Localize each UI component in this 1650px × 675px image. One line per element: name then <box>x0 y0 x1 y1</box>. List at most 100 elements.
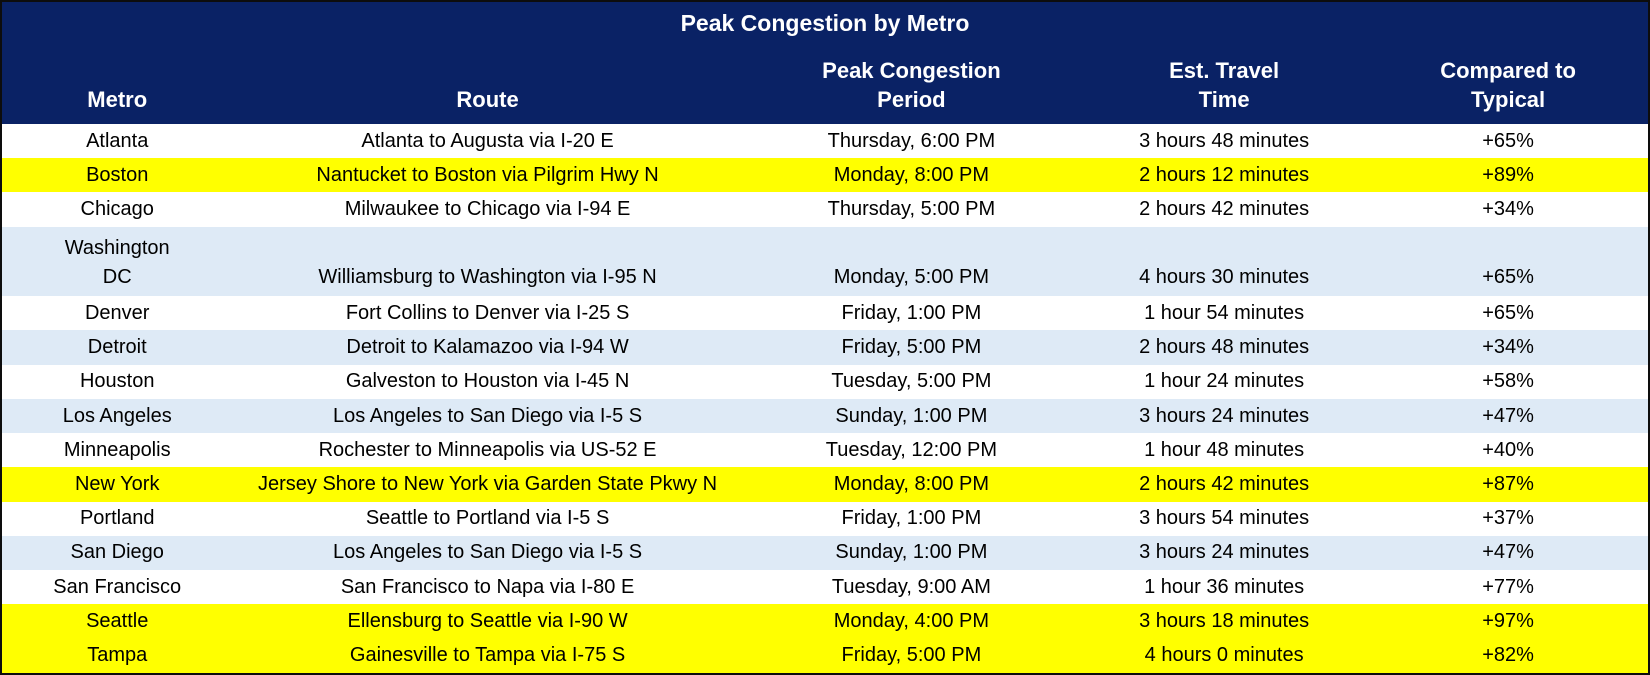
cell-route: Seattle to Portland via I-5 S <box>232 501 743 536</box>
table-row: Denver Fort Collins to Denver via I-25 S… <box>2 296 1648 331</box>
cell-route: Detroit to Kalamazoo via I-94 W <box>232 330 743 365</box>
cell-route: Fort Collins to Denver via I-25 S <box>232 296 743 331</box>
table-row: Seattle Ellensburg to Seattle via I-90 W… <box>2 604 1648 639</box>
cell-route: Atlanta to Augusta via I-20 E <box>232 124 743 159</box>
table-header: Peak Congestion by Metro Metro Route Pea… <box>2 2 1648 124</box>
cell-est-travel-time: 1 hour 54 minutes <box>1080 296 1369 331</box>
cell-compared-to-typical: +34% <box>1368 330 1648 365</box>
title-row: Peak Congestion by Metro <box>2 2 1648 46</box>
table-title: Peak Congestion by Metro <box>2 2 1648 46</box>
table-row: Minneapolis Rochester to Minneapolis via… <box>2 433 1648 468</box>
cell-peak-congestion-period: Friday, 5:00 PM <box>742 330 1081 365</box>
column-header-row: Metro Route Peak Congestion Period Est. … <box>2 46 1648 124</box>
column-header-est-travel-time: Est. Travel Time <box>1080 46 1369 124</box>
cell-est-travel-time: 2 hours 48 minutes <box>1080 330 1369 365</box>
table-row: Portland Seattle to Portland via I-5 S F… <box>2 501 1648 536</box>
table-row: Detroit Detroit to Kalamazoo via I-94 W … <box>2 330 1648 365</box>
cell-route: Ellensburg to Seattle via I-90 W <box>232 604 743 639</box>
column-header-compared-to-typical: Compared to Typical <box>1368 46 1648 124</box>
column-header-metro: Metro <box>2 46 233 124</box>
cell-compared-to-typical: +34% <box>1368 192 1648 227</box>
cell-route: Williamsburg to Washington via I-95 N <box>232 226 743 297</box>
cell-est-travel-time: 2 hours 12 minutes <box>1080 158 1369 193</box>
cell-est-travel-time: 3 hours 18 minutes <box>1080 604 1369 639</box>
cell-peak-congestion-period: Tuesday, 5:00 PM <box>742 364 1081 399</box>
cell-est-travel-time: 1 hour 36 minutes <box>1080 570 1369 605</box>
cell-compared-to-typical: +77% <box>1368 570 1648 605</box>
cell-route: Los Angeles to San Diego via I-5 S <box>232 398 743 434</box>
cell-compared-to-typical: +97% <box>1368 604 1648 639</box>
cell-compared-to-typical: +82% <box>1368 638 1648 673</box>
table-row: New York Jersey Shore to New York via Ga… <box>2 467 1648 502</box>
table-row: Los Angeles Los Angeles to San Diego via… <box>2 398 1648 434</box>
cell-est-travel-time: 3 hours 48 minutes <box>1080 124 1369 159</box>
cell-metro: Atlanta <box>2 124 233 159</box>
cell-compared-to-typical: +47% <box>1368 535 1648 571</box>
cell-est-travel-time: 2 hours 42 minutes <box>1080 192 1369 227</box>
cell-peak-congestion-period: Thursday, 6:00 PM <box>742 124 1081 159</box>
cell-metro: Boston <box>2 158 233 193</box>
cell-metro: New York <box>2 467 233 502</box>
cell-route: Rochester to Minneapolis via US-52 E <box>232 433 743 468</box>
cell-peak-congestion-period: Monday, 8:00 PM <box>742 158 1081 193</box>
cell-metro: Washington DC <box>2 226 233 297</box>
cell-metro: San Francisco <box>2 570 233 605</box>
cell-route: Los Angeles to San Diego via I-5 S <box>232 535 743 571</box>
cell-metro: Denver <box>2 296 233 331</box>
cell-route: Nantucket to Boston via Pilgrim Hwy N <box>232 158 743 193</box>
cell-peak-congestion-period: Sunday, 1:00 PM <box>742 535 1081 571</box>
cell-route: Gainesville to Tampa via I-75 S <box>232 638 743 673</box>
cell-peak-congestion-period: Friday, 1:00 PM <box>742 501 1081 536</box>
cell-peak-congestion-period: Friday, 5:00 PM <box>742 638 1081 673</box>
cell-route: Milwaukee to Chicago via I-94 E <box>232 192 743 227</box>
cell-metro: Houston <box>2 364 233 399</box>
cell-metro: Tampa <box>2 638 233 673</box>
cell-metro: Minneapolis <box>2 433 233 468</box>
cell-peak-congestion-period: Thursday, 5:00 PM <box>742 192 1081 227</box>
cell-est-travel-time: 3 hours 24 minutes <box>1080 535 1369 571</box>
cell-compared-to-typical: +87% <box>1368 467 1648 502</box>
cell-peak-congestion-period: Monday, 5:00 PM <box>742 226 1081 297</box>
cell-est-travel-time: 4 hours 0 minutes <box>1080 638 1369 673</box>
cell-peak-congestion-period: Monday, 8:00 PM <box>742 467 1081 502</box>
cell-compared-to-typical: +47% <box>1368 398 1648 434</box>
cell-peak-congestion-period: Sunday, 1:00 PM <box>742 398 1081 434</box>
table-body: Atlanta Atlanta to Augusta via I-20 E Th… <box>2 124 1648 673</box>
table-row: Houston Galveston to Houston via I-45 N … <box>2 364 1648 399</box>
table-row: Chicago Milwaukee to Chicago via I-94 E … <box>2 192 1648 227</box>
cell-metro: Detroit <box>2 330 233 365</box>
cell-route: Jersey Shore to New York via Garden Stat… <box>232 467 743 502</box>
cell-metro: Seattle <box>2 604 233 639</box>
cell-peak-congestion-period: Tuesday, 9:00 AM <box>742 570 1081 605</box>
cell-compared-to-typical: +65% <box>1368 296 1648 331</box>
cell-metro: Portland <box>2 501 233 536</box>
table-row: San Diego Los Angeles to San Diego via I… <box>2 535 1648 571</box>
cell-est-travel-time: 4 hours 30 minutes <box>1080 226 1369 297</box>
cell-peak-congestion-period: Friday, 1:00 PM <box>742 296 1081 331</box>
cell-est-travel-time: 3 hours 24 minutes <box>1080 398 1369 434</box>
table-row: Washington DC Williamsburg to Washington… <box>2 226 1648 297</box>
table-row: Boston Nantucket to Boston via Pilgrim H… <box>2 158 1648 193</box>
cell-route: Galveston to Houston via I-45 N <box>232 364 743 399</box>
cell-compared-to-typical: +58% <box>1368 364 1648 399</box>
cell-compared-to-typical: +37% <box>1368 501 1648 536</box>
cell-compared-to-typical: +65% <box>1368 226 1648 297</box>
column-header-route: Route <box>232 46 743 124</box>
cell-compared-to-typical: +89% <box>1368 158 1648 193</box>
cell-est-travel-time: 1 hour 24 minutes <box>1080 364 1369 399</box>
table-row: San Francisco San Francisco to Napa via … <box>2 570 1648 605</box>
table-row: Atlanta Atlanta to Augusta via I-20 E Th… <box>2 124 1648 159</box>
cell-metro: Chicago <box>2 192 233 227</box>
table-row: Tampa Gainesville to Tampa via I-75 S Fr… <box>2 638 1648 673</box>
cell-peak-congestion-period: Tuesday, 12:00 PM <box>742 433 1081 468</box>
cell-metro: Los Angeles <box>2 398 233 434</box>
cell-est-travel-time: 3 hours 54 minutes <box>1080 501 1369 536</box>
cell-est-travel-time: 2 hours 42 minutes <box>1080 467 1369 502</box>
column-header-peak-congestion-period: Peak Congestion Period <box>742 46 1081 124</box>
cell-metro: San Diego <box>2 535 233 571</box>
cell-route: San Francisco to Napa via I-80 E <box>232 570 743 605</box>
cell-compared-to-typical: +65% <box>1368 124 1648 159</box>
cell-est-travel-time: 1 hour 48 minutes <box>1080 433 1369 468</box>
